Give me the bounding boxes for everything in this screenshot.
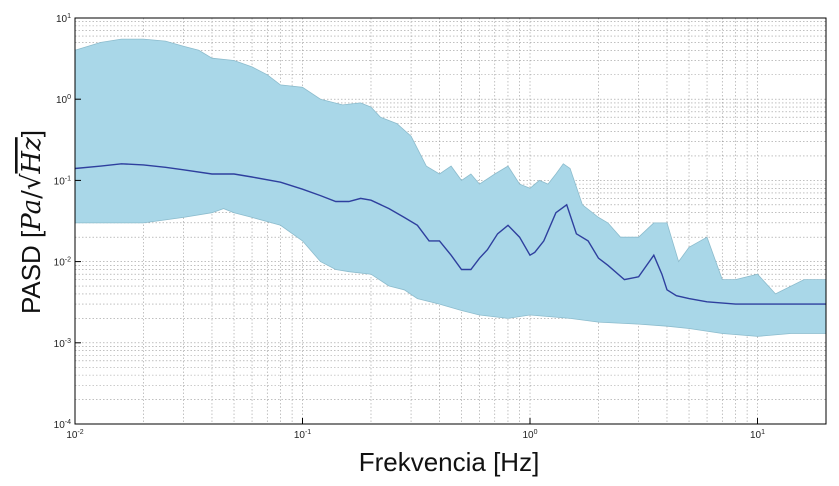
line-layer (74, 163, 826, 305)
y-axis-title-slash: / (17, 190, 47, 199)
median-line (74, 163, 826, 305)
x-tick-label: 100 (522, 429, 537, 441)
y-axis-title: PASD [Pa/√Hz] (16, 130, 47, 314)
y-tick-label: 101 (56, 13, 71, 25)
y-axis-title-suffix: ] (16, 130, 46, 137)
y-tick-label: 100 (56, 94, 71, 106)
x-tick-label: 10-2 (66, 429, 83, 441)
y-axis-title-radical: √ (17, 173, 47, 190)
band-layer (74, 38, 827, 337)
y-axis-title-hz: Hz (17, 137, 47, 175)
y-tick-label: 10-2 (54, 257, 71, 269)
y-axis-title-prefix: PASD [ (16, 230, 46, 314)
y-axis-ticks: 10-4 10-3 10-2 10-1 100 101 (54, 13, 81, 431)
y-axis-title-pa: Pa (17, 199, 47, 232)
x-tick-label: 10-1 (294, 429, 311, 441)
x-axis-title: Frekvencia [Hz] (359, 447, 540, 477)
y-tick-label: 10-1 (54, 175, 71, 187)
y-tick-label: 10-3 (54, 338, 71, 350)
plot-frame (74, 17, 827, 425)
x-tick-label: 101 (750, 429, 765, 441)
percentile-band (74, 38, 827, 337)
y-tick-label: 10-4 (54, 419, 71, 431)
x-axis-ticks: 10-2 10-1 100 101 (66, 418, 765, 441)
